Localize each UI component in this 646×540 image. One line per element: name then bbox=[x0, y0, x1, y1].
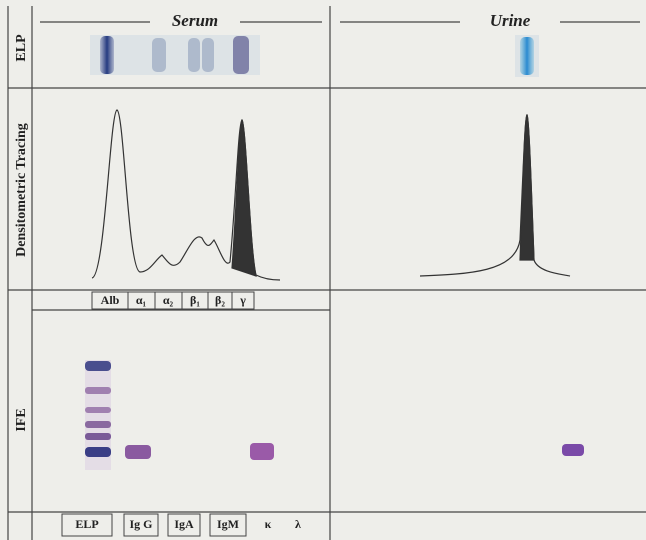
lane-label: λ bbox=[295, 517, 301, 531]
fraction-label: β₂ bbox=[215, 293, 225, 307]
row-label: IFE bbox=[14, 408, 29, 431]
serum-header: Serum bbox=[172, 11, 218, 30]
figure: Serum Urine ELP Densitometric Tracing IF… bbox=[0, 0, 646, 540]
lane-label: ELP bbox=[75, 517, 98, 531]
fraction-label: α₂ bbox=[163, 293, 174, 307]
fraction-label: β₁ bbox=[190, 293, 200, 307]
lane-label: κ bbox=[265, 517, 272, 531]
fraction-label: Alb bbox=[101, 293, 120, 307]
lane-label: IgA bbox=[174, 517, 194, 531]
fraction-label: γ bbox=[239, 293, 246, 307]
row-label: ELP bbox=[14, 34, 29, 62]
fraction-label: α₁ bbox=[136, 293, 147, 307]
lane-label: Ig G bbox=[129, 517, 152, 531]
lane-label: IgM bbox=[217, 517, 239, 531]
row-label: Densitometric Tracing bbox=[14, 123, 29, 257]
urine-header: Urine bbox=[490, 11, 531, 30]
